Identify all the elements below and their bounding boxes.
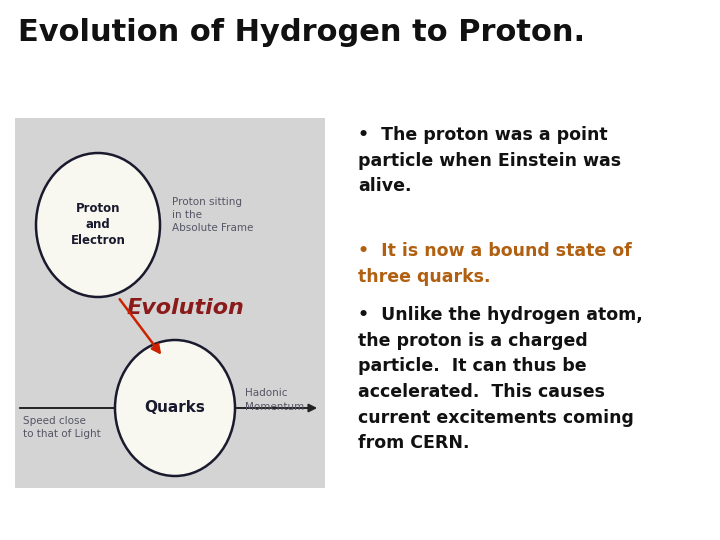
Text: •  It is now a bound state of
three quarks.: • It is now a bound state of three quark… xyxy=(358,242,631,286)
Text: Speed close
to that of Light: Speed close to that of Light xyxy=(23,416,101,439)
Text: Proton
and
Electron: Proton and Electron xyxy=(71,202,125,247)
Text: Evolution of Hydrogen to Proton.: Evolution of Hydrogen to Proton. xyxy=(18,18,585,47)
Text: Evolution: Evolution xyxy=(126,298,244,318)
Text: Quarks: Quarks xyxy=(145,401,205,415)
Text: •  Unlike the hydrogen atom,
the proton is a charged
particle.  It can thus be
a: • Unlike the hydrogen atom, the proton i… xyxy=(358,306,643,453)
FancyArrowPatch shape xyxy=(120,299,160,353)
Bar xyxy=(15,118,325,488)
Text: Hadonic
Momentum: Hadonic Momentum xyxy=(245,388,305,411)
Text: Proton sitting
in the
Absolute Frame: Proton sitting in the Absolute Frame xyxy=(172,197,253,233)
Ellipse shape xyxy=(115,340,235,476)
Text: •  The proton was a point
particle when Einstein was
alive.: • The proton was a point particle when E… xyxy=(358,126,621,195)
Ellipse shape xyxy=(36,153,160,297)
FancyArrowPatch shape xyxy=(19,404,315,411)
